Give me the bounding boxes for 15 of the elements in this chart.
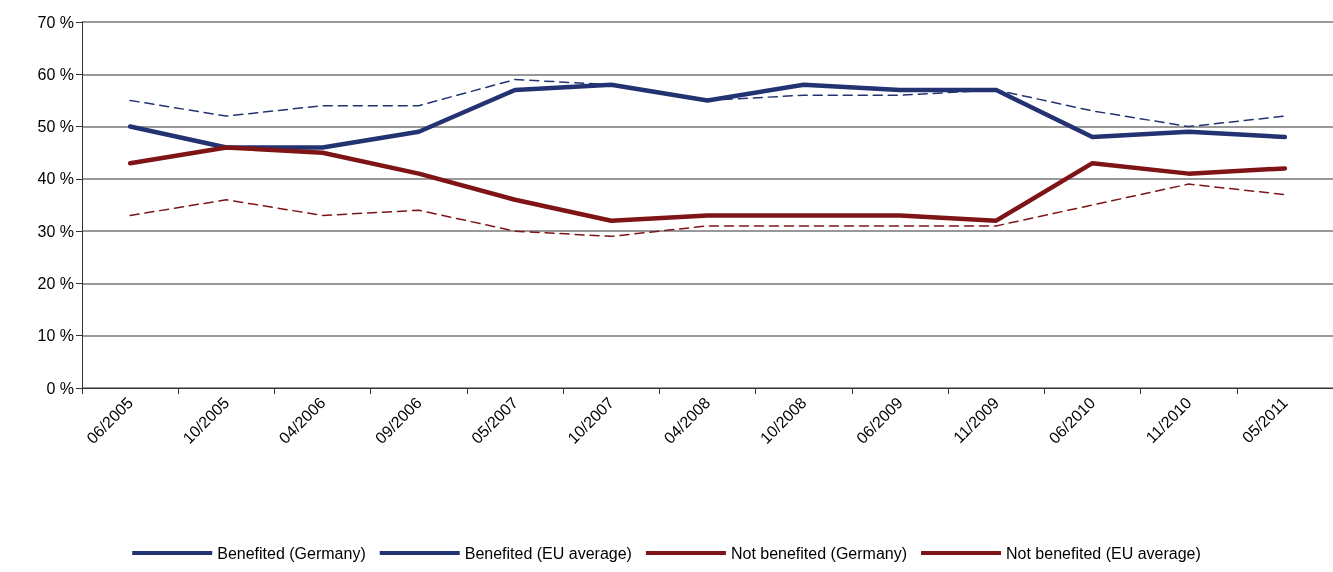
y-tick-label: 0 % [46, 379, 74, 397]
y-tick-label: 70 % [37, 13, 74, 31]
y-tick-label: 10 % [37, 327, 74, 345]
y-tick-label: 60 % [37, 65, 74, 83]
y-tick-label: 40 % [37, 170, 74, 188]
legend-label: Not benefited (EU average) [1006, 544, 1201, 562]
legend-label: Benefited (Germany) [217, 544, 366, 562]
legend-label: Benefited (EU average) [464, 544, 632, 562]
y-tick-label: 50 % [37, 118, 74, 136]
line-series [127, 82, 1288, 150]
y-tick-label: 20 % [37, 274, 74, 292]
line-series [129, 183, 1286, 238]
legend-label: Not benefited (Germany) [730, 544, 908, 562]
line-series [127, 145, 1288, 223]
y-tick-label: 30 % [37, 222, 74, 240]
